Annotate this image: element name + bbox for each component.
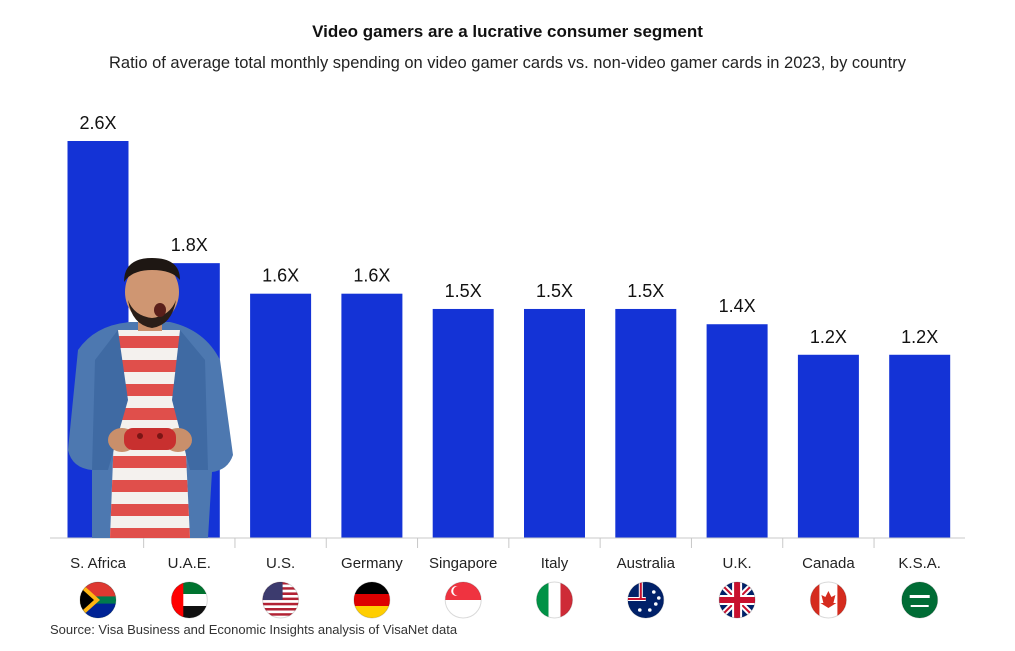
man-with-game-controller-photo xyxy=(68,258,233,538)
chart-title: Video gamers are a lucrative consumer se… xyxy=(312,22,703,41)
x-ticks-group: S. Africa U.A.E. U.S. Germany Singapore Italy… xyxy=(70,538,941,572)
bar-value-label: 1.4X xyxy=(719,296,756,316)
south-africa-flag-icon xyxy=(79,581,117,619)
australia-flag-icon xyxy=(627,581,665,619)
x-tick-label: U.K. xyxy=(723,555,752,572)
uae-flag-icon xyxy=(170,581,208,619)
x-tick-label: U.A.E. xyxy=(168,555,211,572)
x-tick-label: U.S. xyxy=(266,555,295,572)
bar-value-label: 2.6X xyxy=(79,113,116,133)
bar-value-label: 1.8X xyxy=(171,235,208,255)
bar-value-label: 1.6X xyxy=(353,266,390,286)
bar-u-s xyxy=(250,293,312,538)
us-flag-icon xyxy=(262,581,300,619)
bar-value-label: 1.5X xyxy=(536,281,573,301)
bar-italy xyxy=(524,308,585,538)
bar-value-label: 1.2X xyxy=(810,327,847,347)
x-tick-label: Australia xyxy=(617,555,676,572)
x-tick-label: S. Africa xyxy=(70,555,127,572)
bar-germany xyxy=(341,293,403,538)
bar-value-label: 1.2X xyxy=(901,327,938,347)
bar-canada xyxy=(797,354,859,538)
germany-flag-icon xyxy=(353,581,391,619)
canada-flag-icon xyxy=(809,581,847,619)
bar-labels-group: 2.6X 1.8X 1.6X 1.6X 1.5X 1.5X 1.5X 1.4X 1.2X 1.2X xyxy=(79,113,938,347)
italy-flag-icon xyxy=(536,581,573,619)
flags-group xyxy=(79,581,939,619)
ksa-flag-icon xyxy=(901,581,939,619)
x-tick-label: Germany xyxy=(341,555,403,572)
x-tick-label: Singapore xyxy=(429,555,497,572)
bar-u-k xyxy=(706,324,768,538)
uk-flag-icon xyxy=(718,581,756,619)
chart-subtitle: Ratio of average total monthly spending … xyxy=(108,54,907,72)
source-note: Source: Visa Business and Economic Insig… xyxy=(50,622,458,637)
bar-australia xyxy=(615,308,677,538)
bar-singapore xyxy=(432,308,494,538)
bar-value-label: 1.5X xyxy=(627,281,664,301)
x-tick-label: Italy xyxy=(541,555,569,572)
bar-k-s-a xyxy=(889,354,951,538)
bar-value-label: 1.6X xyxy=(262,266,299,286)
x-tick-label: Canada xyxy=(802,555,855,572)
bar-value-label: 1.5X xyxy=(445,281,482,301)
singapore-flag-icon xyxy=(444,581,482,619)
x-tick-label: K.S.A. xyxy=(898,555,941,572)
